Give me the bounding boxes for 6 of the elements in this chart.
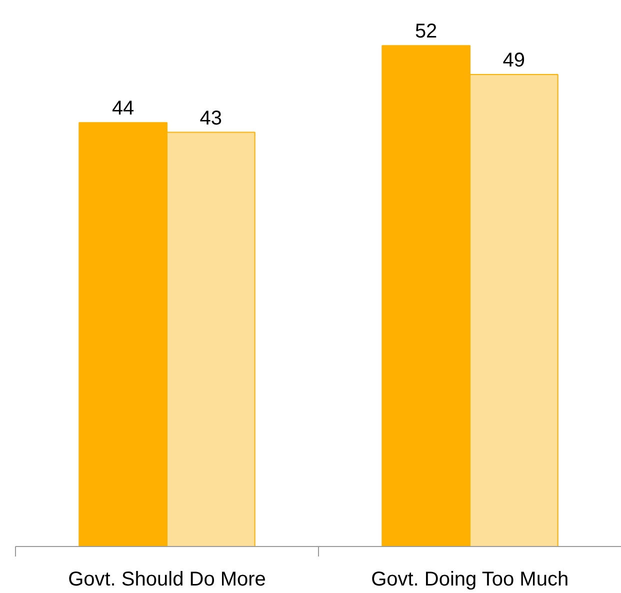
data-label: 44	[112, 98, 134, 120]
data-label: 43	[200, 107, 222, 130]
data-label: 49	[502, 49, 526, 72]
x-tick-label: Govt. Should Do More	[68, 568, 266, 590]
data-label: 52	[414, 20, 438, 43]
x-tick-label: Govt. Doing Too Much	[371, 568, 569, 590]
